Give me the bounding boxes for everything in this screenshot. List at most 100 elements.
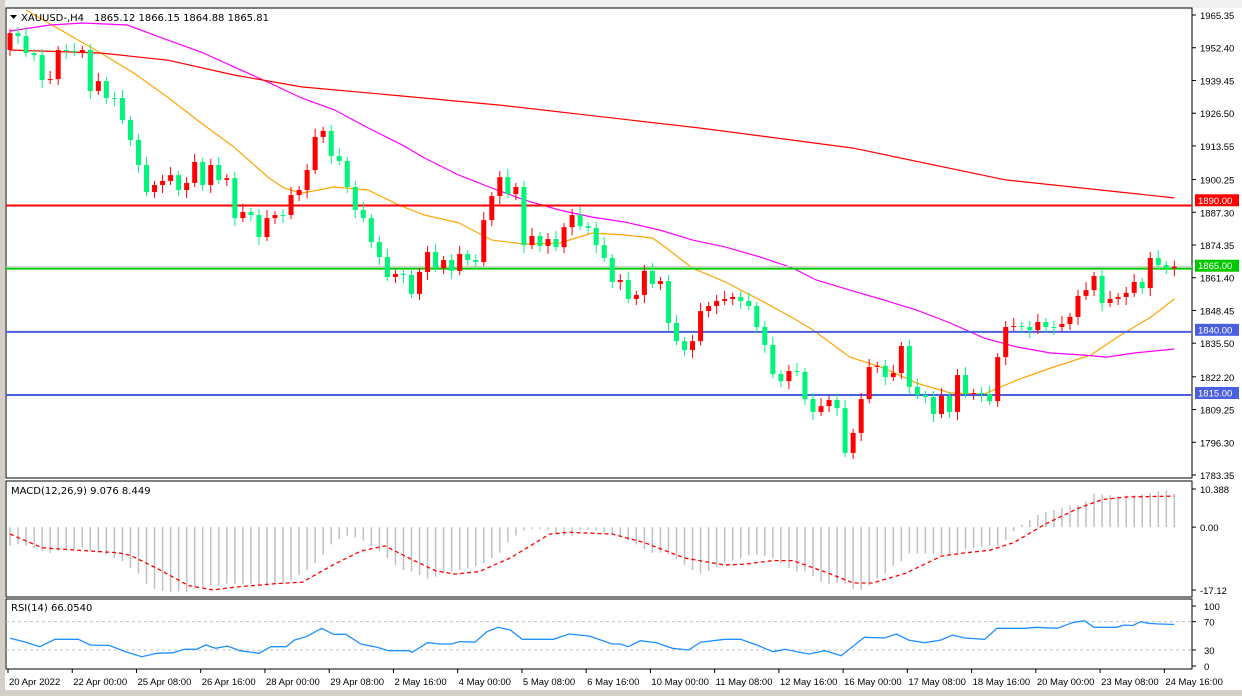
candle [657,276,663,291]
candle-body [738,296,744,301]
candle-body [1011,326,1017,328]
moving-average-line-1 [9,22,1175,358]
main-panel-frame [5,7,1193,479]
candle-body [834,400,840,409]
candle [39,48,45,89]
candle [770,336,776,379]
candle-body [216,165,222,180]
candle [545,232,551,254]
horizontal-levels[interactable]: 1890.00 1865.00 1840.00 1815.00 [6,194,1239,400]
price-tick-label: 1874.35 [1200,241,1234,252]
candle [184,176,190,199]
candle [505,169,511,199]
candle [111,91,117,107]
candle [433,243,439,273]
candle-body [328,130,334,156]
candle-body [400,273,406,275]
macd-tick-label: 10.388 [1200,485,1229,496]
candle [23,28,29,58]
symbol-timeframe-label: XAUUSD-,H4 [21,13,84,24]
candle [328,124,334,164]
candle [577,206,583,231]
level-price-badge [1195,259,1239,272]
candle [995,353,1001,408]
candles [7,27,1177,459]
candle [633,290,639,306]
candle-body [874,365,880,367]
candle [890,364,896,382]
time-tick-label: 6 May 16:00 [587,677,639,688]
candle [1059,315,1065,332]
candle-body [746,300,752,307]
bottom-tab-strip[interactable] [0,690,1242,696]
candle-body [336,155,342,161]
candle [641,264,647,304]
candle [947,391,953,419]
candle [127,115,133,147]
candle [730,292,736,306]
candle [1147,251,1153,297]
candle-body [1043,321,1049,328]
candle-body [1075,295,1081,317]
level-price-badge [1195,323,1239,336]
level-price-label: 1840.00 [1198,325,1232,336]
candle [304,163,310,199]
candle [561,223,567,254]
candle [1003,320,1009,366]
time-tick-label: 17 May 08:00 [908,677,966,688]
candle-body [296,190,302,196]
candle-body [947,396,953,412]
candle-body [665,281,671,323]
candle [312,128,318,175]
candle [858,392,864,442]
candle [240,203,246,223]
candle-body [264,218,270,238]
candle-body [1147,258,1153,289]
candle-body [1019,326,1025,328]
candle-body [176,175,182,191]
candle [1019,321,1025,334]
ohlc-readout: 1865.12 1866.15 1864.88 1865.81 [94,13,269,24]
candle-body [417,271,423,294]
candle-body [826,400,832,407]
candle [481,212,487,267]
candle [922,390,928,404]
candle [79,45,85,59]
candle [144,156,150,197]
candle [778,369,784,388]
time-tick-label: 5 May 08:00 [523,677,575,688]
candle-body [232,178,238,219]
candle-body [1099,275,1105,304]
candle-body [489,196,495,221]
level-price-label: 1815.00 [1198,389,1232,400]
candle-body [601,245,607,259]
candle-body [1091,275,1097,291]
candle-body [63,50,69,52]
candle-body [47,79,53,81]
candle-body [425,251,431,272]
candle-body [15,33,21,37]
candle [384,248,390,282]
candle-body [633,294,639,299]
candle [698,303,704,346]
candle-body [802,372,808,400]
top-scroll-strip[interactable] [0,0,1242,8]
candle-body [770,344,776,375]
candle-body [1139,282,1145,289]
candle-body [513,186,519,195]
candle [987,385,993,406]
candle-body [39,55,45,81]
dropdown-triangle-icon[interactable] [10,15,17,19]
candle-body [31,53,37,56]
candle-body [890,373,896,378]
candle [1051,320,1057,336]
price-tick-label: 1900.25 [1200,176,1234,187]
candle [898,341,904,380]
candle [722,290,728,306]
candle [248,207,254,222]
candle-body [256,215,262,238]
candle [344,156,350,194]
price-tick-label: 1848.45 [1200,306,1234,317]
candle [738,290,744,310]
candle [425,245,431,281]
